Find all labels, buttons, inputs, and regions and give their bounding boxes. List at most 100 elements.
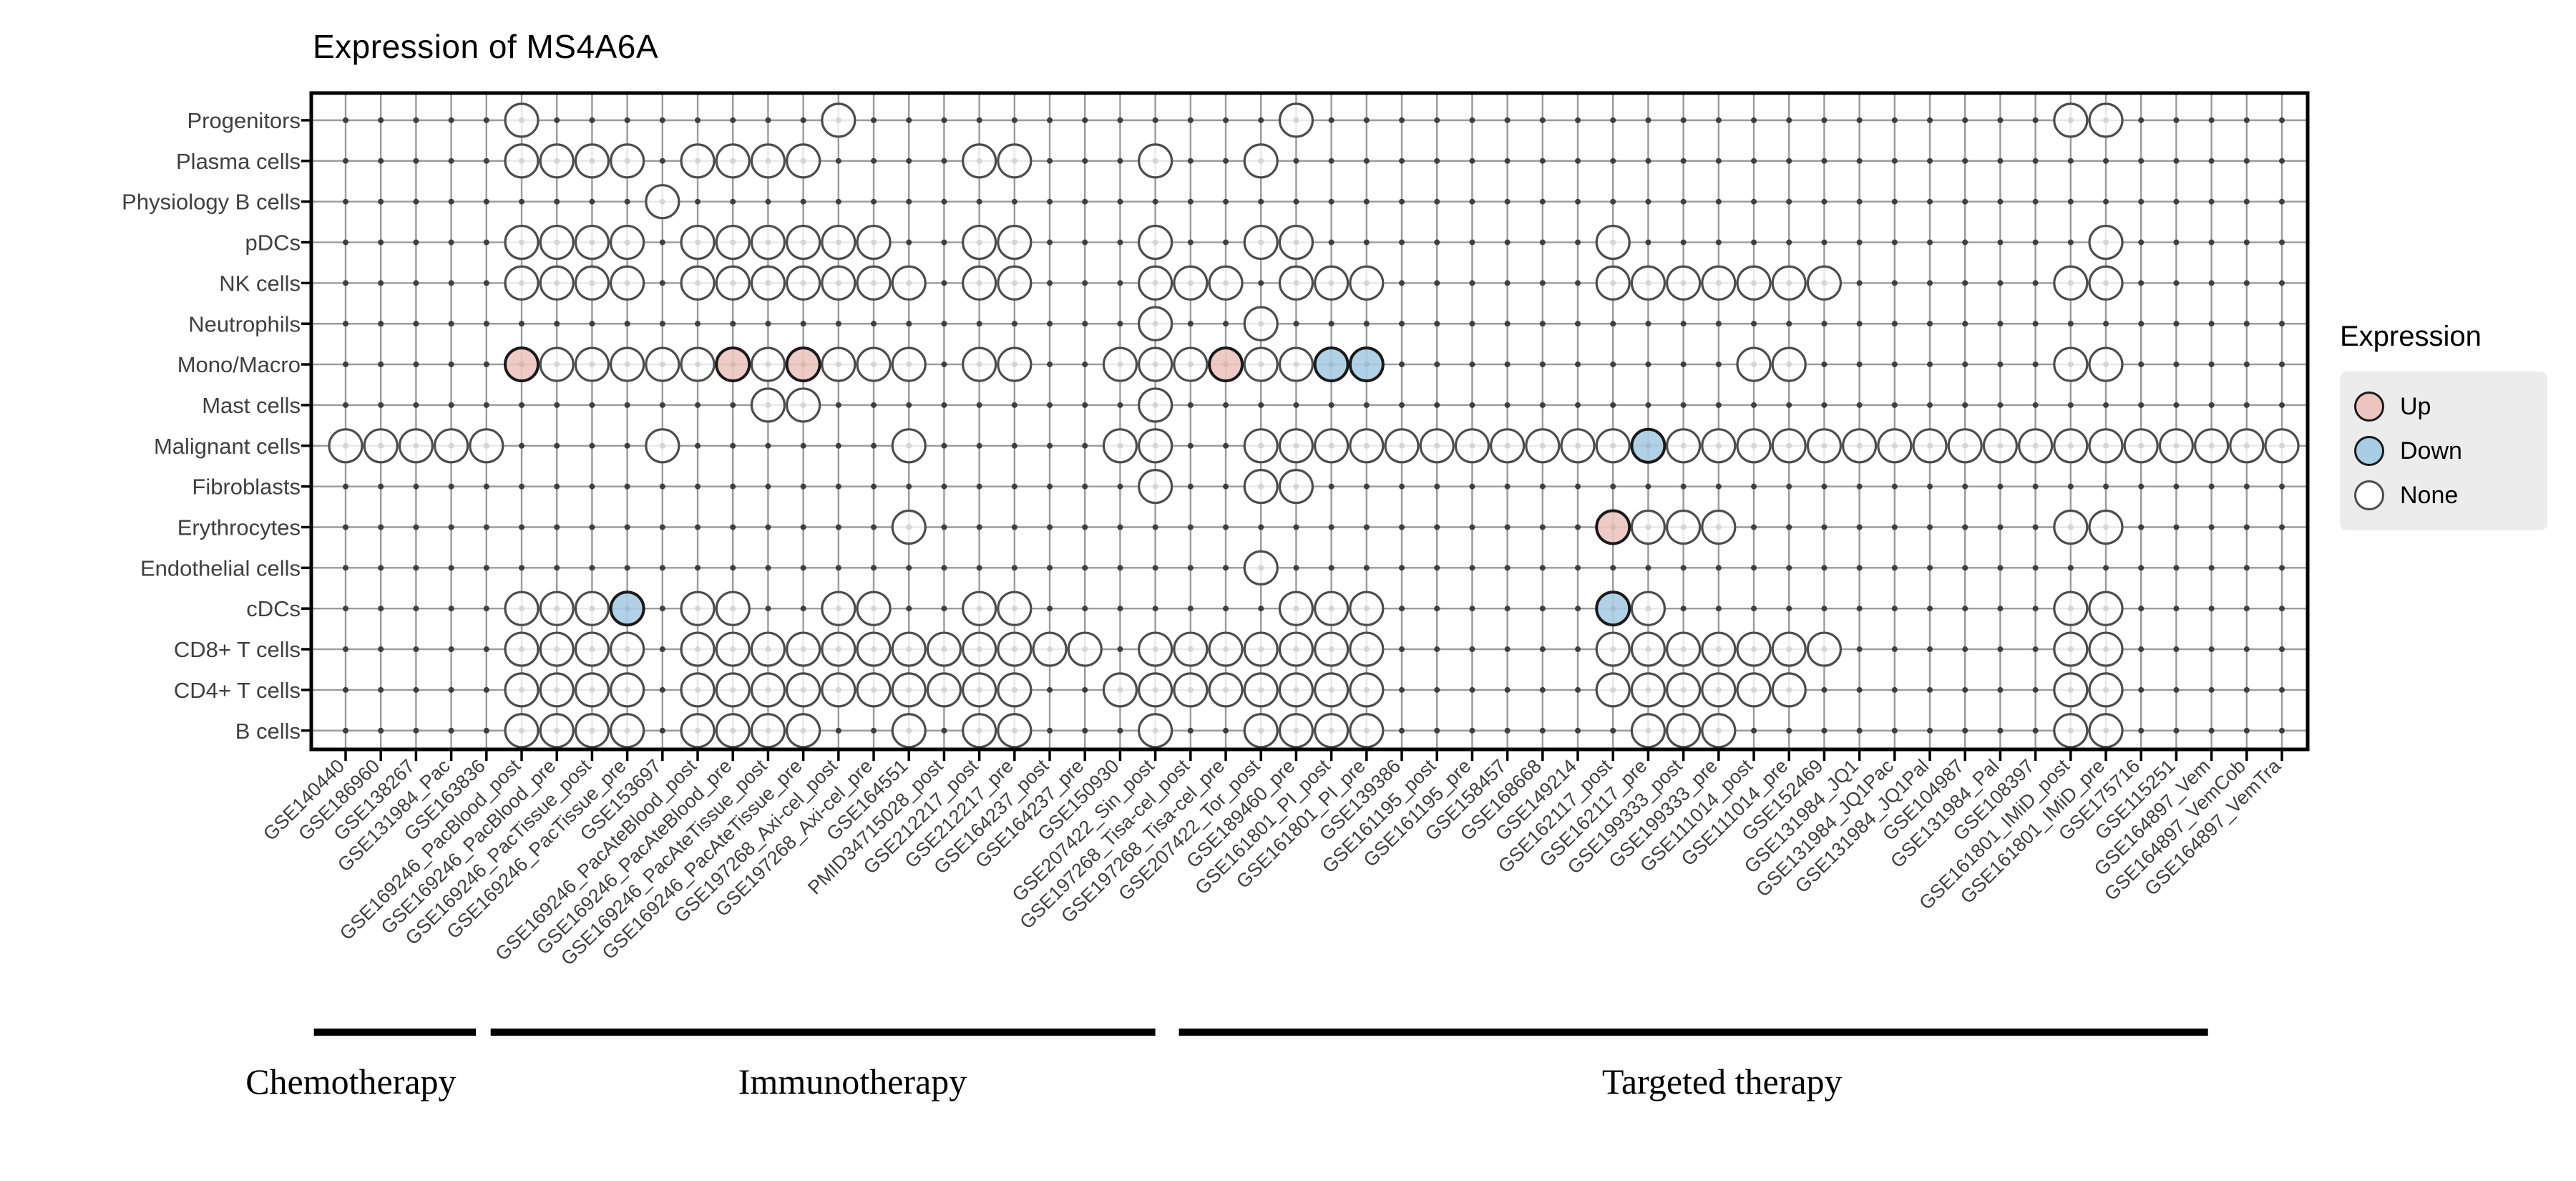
- expression-dot: [469, 428, 504, 464]
- expression-dot: [1208, 631, 1244, 667]
- expression-dot: [398, 428, 434, 464]
- legend: Expression Up Down None: [2340, 321, 2569, 530]
- expression-dot: [574, 346, 610, 382]
- expression-dot: [2053, 672, 2089, 708]
- expression-dot: [785, 224, 821, 261]
- expression-dot: [1771, 428, 1807, 464]
- expression-dot: [961, 224, 997, 261]
- y-axis-label: Mono/Macro: [177, 352, 301, 377]
- expression-dot: [1278, 713, 1314, 749]
- expression-dot: [750, 265, 786, 301]
- expression-dot: [1243, 469, 1279, 505]
- expression-dot: [715, 672, 751, 708]
- y-axis-label: Erythrocytes: [177, 515, 301, 540]
- expression-dot: [1102, 428, 1138, 464]
- expression-dot: [821, 265, 857, 301]
- expression-dot: [1278, 631, 1314, 667]
- expression-dot: [997, 672, 1033, 708]
- expression-dot: [1032, 631, 1068, 667]
- expression-dot: [1701, 265, 1737, 301]
- expression-dot: [609, 224, 645, 261]
- expression-dot: [785, 713, 821, 749]
- down-circle-icon: [2354, 436, 2384, 466]
- expression-dot: [1137, 387, 1174, 423]
- expression-dot: [1173, 346, 1209, 382]
- expression-dot: [609, 631, 645, 667]
- expression-circles: [328, 102, 2300, 749]
- expression-dot: [2053, 713, 2089, 749]
- y-axis-label: cDCs: [246, 596, 301, 621]
- expression-dot: [785, 346, 821, 383]
- expression-dot: [926, 672, 962, 708]
- expression-dot: [2264, 428, 2300, 464]
- expression-dot: [821, 224, 857, 261]
- expression-dot: [1666, 265, 1702, 301]
- y-axis-label: Fibroblasts: [192, 475, 301, 500]
- expression-dot: [715, 265, 751, 301]
- expression-dot: [1560, 428, 1596, 464]
- expression-dot: [2158, 428, 2194, 464]
- expression-dot: [715, 224, 751, 261]
- expression-dot: [1349, 265, 1385, 301]
- y-axis-label: pDCs: [245, 230, 301, 256]
- expression-dot: [609, 143, 645, 179]
- expression-dot: [750, 387, 786, 423]
- expression-dot: [680, 143, 716, 179]
- expression-dot: [609, 713, 645, 749]
- expression-dot: [539, 713, 575, 749]
- expression-dot: [1173, 672, 1209, 708]
- expression-dot: [715, 590, 751, 626]
- expression-dot: [645, 428, 680, 464]
- expression-dot: [750, 224, 786, 261]
- expression-dot: [1208, 672, 1244, 708]
- expression-dot: [2088, 265, 2124, 301]
- expression-dot: [1982, 428, 2018, 464]
- expression-dot: [1137, 469, 1174, 505]
- expression-dot: [821, 346, 857, 382]
- expression-dot: [1243, 550, 1279, 585]
- expression-dot: [2053, 590, 2089, 626]
- expression-dot: [856, 631, 892, 667]
- expression-dot: [891, 631, 927, 667]
- expression-dot: [609, 672, 645, 708]
- expression-dot: [1173, 631, 1209, 667]
- expression-dot: [1278, 346, 1314, 382]
- expression-dot: [2229, 428, 2265, 464]
- expression-dot: [891, 713, 927, 749]
- y-axis-label: Malignant cells: [154, 434, 301, 459]
- expression-dot: [1630, 427, 1667, 464]
- expression-dot: [1666, 672, 1702, 708]
- expression-dot: [715, 346, 751, 383]
- expression-dot: [1243, 346, 1279, 382]
- none-circle-icon: [2354, 480, 2384, 510]
- expression-dot: [2088, 713, 2124, 749]
- expression-dot: [750, 631, 786, 667]
- expression-dot: [891, 428, 927, 464]
- expression-dot: [504, 672, 540, 708]
- expression-dot: [1278, 224, 1314, 261]
- expression-dot: [2088, 509, 2124, 545]
- expression-dot: [1877, 428, 1913, 464]
- expression-dot: [1595, 631, 1631, 667]
- expression-dot: [891, 265, 927, 301]
- expression-dot: [2088, 631, 2124, 667]
- expression-dot: [2123, 428, 2159, 464]
- expression-dot: [1137, 224, 1174, 261]
- expression-dot: [891, 672, 927, 708]
- expression-dot: [539, 224, 575, 261]
- expression-dot: [1595, 590, 1631, 627]
- expression-dot: [1349, 631, 1385, 667]
- expression-dot: [1173, 265, 1209, 301]
- expression-dot: [1630, 590, 1666, 626]
- expression-dot: [2088, 428, 2124, 464]
- expression-dot: [2194, 428, 2230, 464]
- expression-dot: [891, 346, 927, 382]
- expression-dot: [1595, 265, 1631, 301]
- expression-dot: [750, 713, 786, 749]
- axes: Progenitors Plasma cells Physiology B cell…: [122, 91, 2310, 970]
- expression-dot: [1243, 428, 1279, 464]
- expression-dot: [1137, 631, 1174, 667]
- expression-dot: [785, 265, 821, 301]
- expression-dot: [539, 672, 575, 708]
- expression-dot: [1137, 713, 1174, 749]
